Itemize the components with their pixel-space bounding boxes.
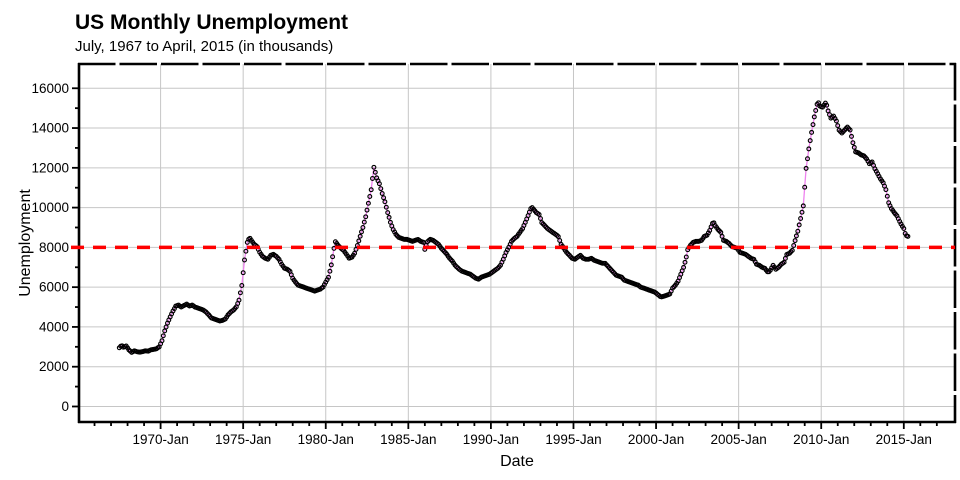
y-axis-label: Unemployment [17,189,34,297]
x-tick-label: 2005-Jan [710,432,766,447]
y-tick-label: 12000 [31,160,69,175]
plot-border [77,62,957,424]
x-tick-label: 1985-Jan [380,432,436,447]
y-tick-label: 0 [61,399,69,414]
x-tick-label: 1970-Jan [132,432,188,447]
x-tick-label: 1990-Jan [463,432,519,447]
x-tick-label: 1980-Jan [298,432,354,447]
x-tick-label: 1995-Jan [545,432,601,447]
y-tick-label: 10000 [31,200,69,215]
gridlines [79,64,955,422]
y-tick-label: 6000 [39,280,69,295]
data-series [116,100,911,355]
y-tick-label: 4000 [39,319,69,334]
y-tick-label: 8000 [39,240,69,255]
y-tick-label: 2000 [39,359,69,374]
x-tick-label: 2015-Jan [876,432,932,447]
y-tick-label: 16000 [31,81,69,96]
x-tick-label: 1975-Jan [215,432,271,447]
axis-ticks [72,87,938,429]
series-point-markers [116,100,911,355]
chart-title: US Monthly Unemployment [75,11,348,34]
x-tick-label: 2010-Jan [793,432,849,447]
chart-subtitle: July, 1967 to April, 2015 (in thousands) [75,38,333,55]
axis-tick-labels: 1970-Jan 1975-Jan 1980-Jan 1985-Jan 1990-Jan… [31,81,931,447]
x-axis-label: Date [500,453,534,470]
x-tick-label: 2000-Jan [628,432,684,447]
y-tick-label: 14000 [31,121,69,136]
